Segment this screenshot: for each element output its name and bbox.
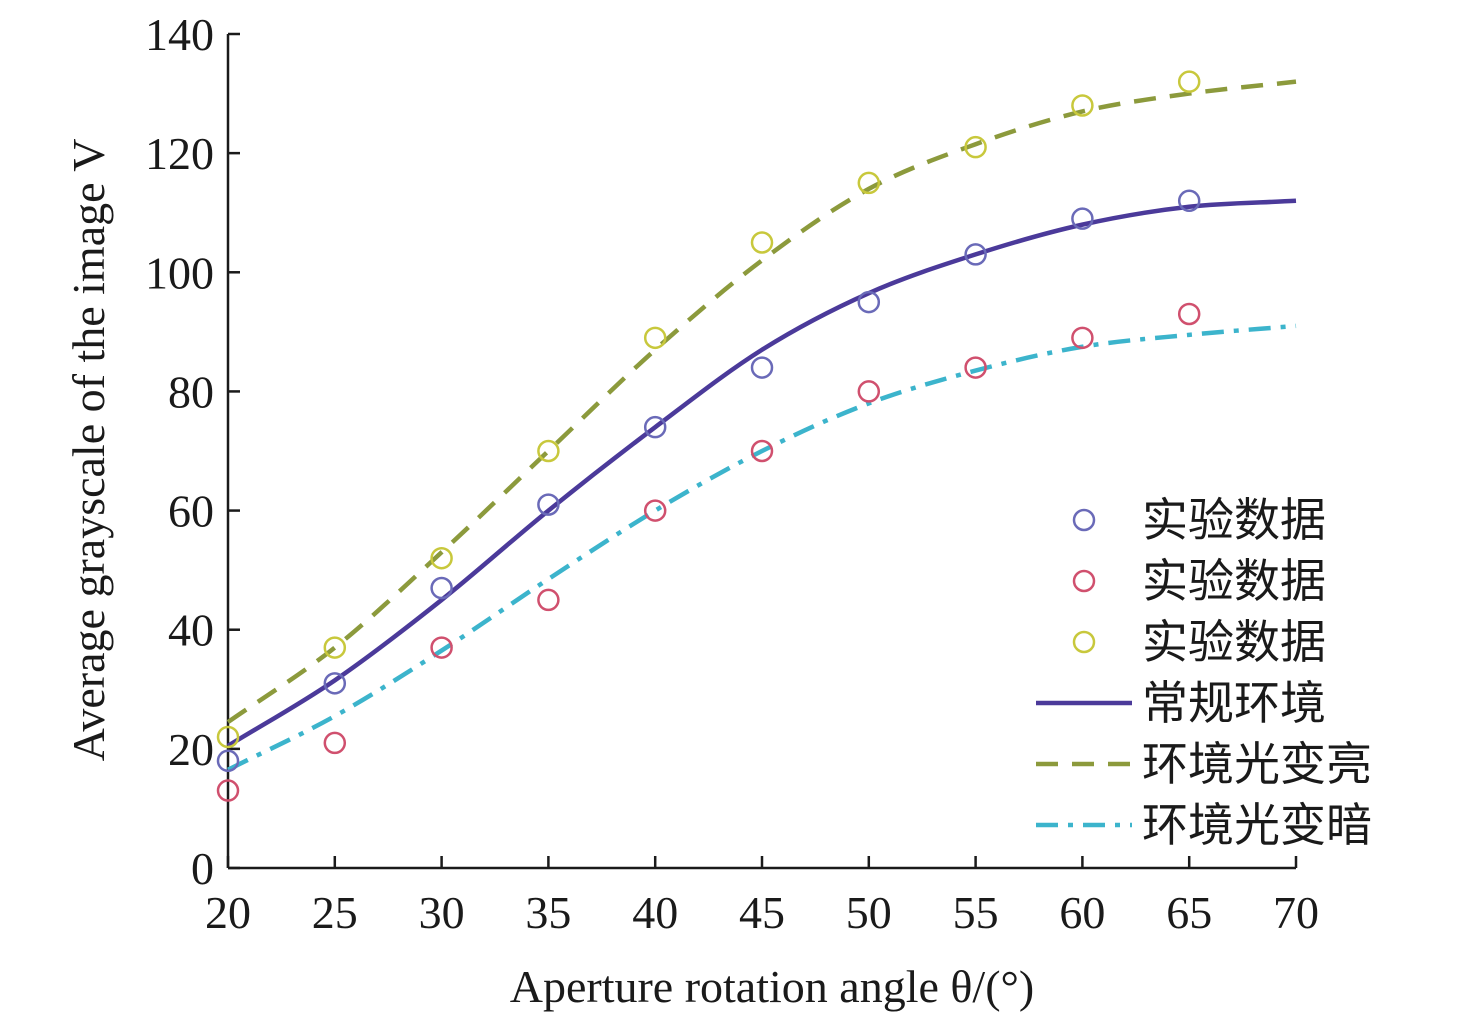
legend-marker — [1072, 508, 1096, 532]
data-point-s2 — [1071, 326, 1094, 350]
data-point-s1 — [857, 290, 881, 314]
y-axis-title: Average grayscale of the image V — [63, 139, 114, 762]
y-axis-ticks: 0 20 40 60 80 100 120 140 — [145, 9, 240, 894]
x-tick-label: 35 — [525, 887, 571, 938]
y-tick-label: 0 — [191, 843, 214, 894]
data-point-s1 — [643, 415, 667, 439]
fit-line-3 — [226, 323, 1297, 772]
fit-line-1 — [226, 198, 1297, 748]
legend-label: 实验数据 — [1142, 554, 1326, 608]
data-point-s1 — [430, 576, 453, 600]
data-point-s2 — [1177, 302, 1201, 326]
data-point-s3 — [537, 439, 560, 463]
fit-line-2 — [226, 79, 1297, 724]
data-point-s2 — [750, 439, 774, 463]
legend-marker — [1072, 630, 1096, 654]
data-point-s3 — [643, 326, 667, 350]
x-tick-label: 45 — [739, 887, 785, 938]
y-tick-label: 80 — [168, 366, 214, 417]
data-point-s1 — [323, 672, 347, 695]
legend-marker — [1072, 569, 1096, 593]
legend-label: 实验数据 — [1142, 493, 1326, 547]
x-tick-label: 30 — [419, 887, 465, 938]
data-point-s3 — [1071, 94, 1094, 117]
x-tick-label: 25 — [312, 887, 358, 938]
y-tick-label: 140 — [145, 9, 214, 60]
data-point-s2 — [964, 356, 987, 379]
x-tick-label: 55 — [953, 887, 999, 938]
x-tick-label: 60 — [1059, 887, 1105, 938]
legend-item: 环境光变暗 — [1036, 798, 1372, 852]
y-tick-label: 20 — [168, 724, 214, 775]
x-tick-label: 40 — [632, 887, 678, 938]
data-point-s2 — [643, 499, 667, 522]
data-point-s3 — [430, 546, 453, 570]
legend-label: 实验数据 — [1142, 615, 1326, 669]
data-point-s3 — [857, 171, 881, 195]
x-tick-label: 50 — [846, 887, 892, 938]
y-tick-label: 120 — [145, 128, 214, 179]
data-point-s2 — [537, 588, 560, 612]
x-tick-label: 20 — [205, 887, 251, 938]
data-point-s3 — [750, 231, 774, 254]
data-point-s2 — [323, 731, 347, 755]
data-point-s1 — [1071, 207, 1094, 230]
legend-item: 常规环境 — [1036, 676, 1326, 730]
legend-label: 常规环境 — [1142, 676, 1326, 730]
legend-label: 环境光变暗 — [1142, 798, 1372, 852]
legend-label: 环境光变亮 — [1142, 737, 1372, 791]
fit-lines — [226, 79, 1297, 772]
legend-item: 实验数据 — [1072, 493, 1326, 547]
legend-item: 实验数据 — [1072, 615, 1326, 669]
x-tick-label: 65 — [1166, 887, 1212, 938]
data-points — [216, 70, 1201, 802]
data-point-s2 — [857, 380, 881, 403]
data-point-s3 — [216, 725, 240, 749]
y-tick-label: 100 — [145, 247, 214, 298]
legend-item: 实验数据 — [1072, 554, 1326, 608]
data-point-s1 — [750, 356, 774, 379]
data-point-s3 — [1177, 70, 1201, 93]
x-axis-title: Aperture rotation angle θ/(°) — [510, 961, 1035, 1012]
x-axis-ticks: 20 25 30 35 40 45 50 55 60 65 70 — [205, 856, 1319, 938]
data-point-s1 — [216, 749, 240, 773]
data-point-s2 — [430, 636, 453, 659]
data-point-s1 — [964, 243, 987, 266]
data-point-s1 — [537, 493, 560, 516]
data-point-s3 — [964, 135, 987, 159]
data-point-s2 — [216, 779, 240, 802]
data-point-s1 — [1177, 189, 1201, 213]
data-point-s3 — [323, 636, 347, 659]
legend-item: 环境光变亮 — [1036, 737, 1372, 791]
x-tick-label: 70 — [1273, 887, 1319, 938]
y-tick-label: 60 — [168, 486, 214, 537]
y-tick-label: 40 — [168, 605, 214, 656]
